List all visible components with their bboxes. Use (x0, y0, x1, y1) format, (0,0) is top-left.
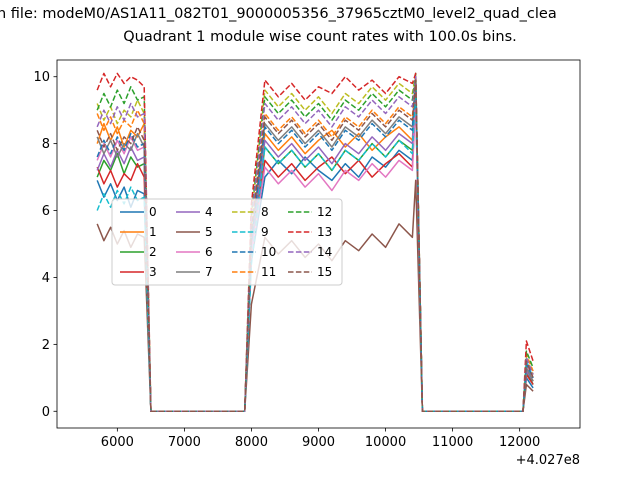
y-tick-label: 10 (33, 70, 50, 85)
legend-label-4: 4 (205, 205, 213, 219)
legend-frame (111, 198, 343, 286)
series-line-13 (96, 72, 534, 413)
legend-label-13: 13 (317, 225, 332, 239)
y-tick-label: 8 (42, 137, 50, 152)
x-axis-offset-label: +4.027e8 (516, 453, 580, 468)
x-axis: 6000 7000 8000 9000 10000 11000 12000 +4.027e8 (101, 428, 580, 468)
legend-label-7: 7 (205, 265, 213, 279)
series-line-9 (96, 86, 534, 413)
legend-label-6: 6 (205, 245, 213, 259)
plot-title: Quadrant 1 module wise count rates with … (123, 29, 517, 45)
x-tick-label: 6000 (101, 435, 134, 450)
y-tick-label: 6 (42, 204, 50, 219)
legend-label-2: 2 (149, 245, 157, 259)
series-line-12 (96, 72, 534, 413)
series-line-14 (96, 75, 534, 413)
series-line-6 (96, 102, 534, 413)
legend-label-9: 9 (261, 225, 269, 239)
series-lines (96, 72, 534, 413)
x-tick-label: 10000 (365, 435, 406, 450)
legend-label-12: 12 (317, 205, 332, 219)
x-tick-label: 9000 (302, 435, 335, 450)
x-tick-label: 8000 (235, 435, 268, 450)
y-axis: 0 2 4 6 8 10 (33, 70, 57, 420)
legend-label-14: 14 (317, 245, 332, 259)
legend-label-15: 15 (317, 265, 332, 279)
x-tick-label: 7000 (168, 435, 201, 450)
legend-label-1: 1 (149, 225, 157, 239)
y-tick-label: 4 (42, 271, 50, 286)
x-tick-label: 11000 (432, 435, 473, 450)
legend-label-0: 0 (149, 205, 157, 219)
figure-title-file: n file: modeM0/AS1A11_082T01_9000005356_… (0, 6, 557, 22)
x-tick-label: 12000 (499, 435, 540, 450)
series-line-10 (96, 75, 534, 413)
legend-label-10: 10 (261, 245, 276, 259)
legend-label-11: 11 (261, 265, 276, 279)
y-tick-label: 0 (42, 405, 50, 420)
y-tick-label: 2 (42, 338, 50, 353)
legend-label-5: 5 (205, 225, 213, 239)
legend-label-3: 3 (149, 265, 157, 279)
legend-label-8: 8 (261, 205, 269, 219)
